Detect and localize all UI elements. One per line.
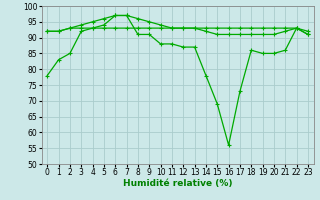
X-axis label: Humidité relative (%): Humidité relative (%)	[123, 179, 232, 188]
